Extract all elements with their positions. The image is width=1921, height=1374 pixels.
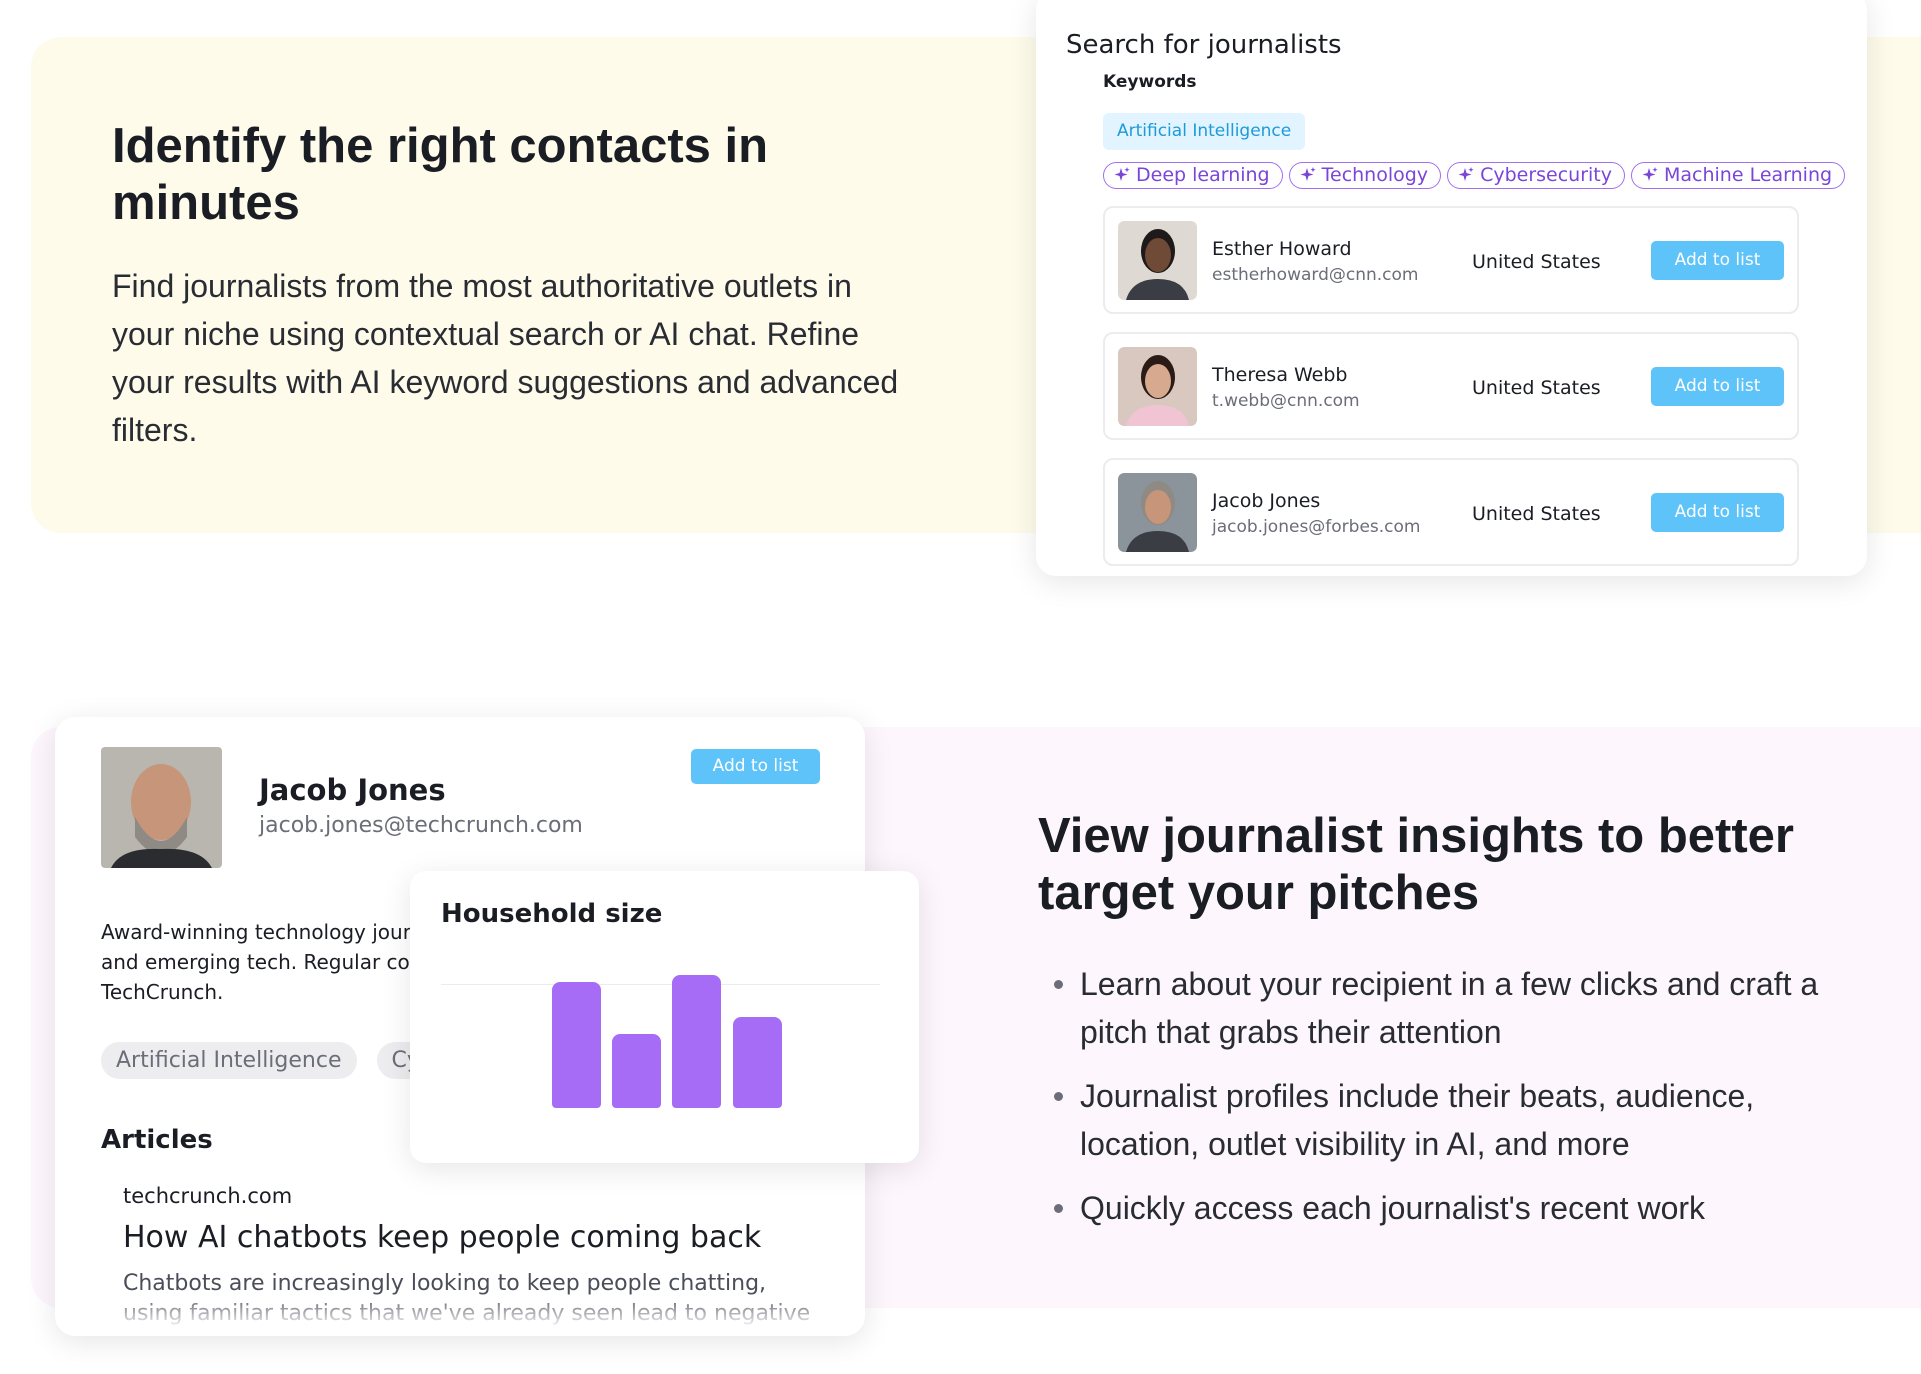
profile-photo (101, 747, 222, 868)
journalist-email: jacob.jones@forbes.com (1212, 517, 1421, 537)
divider (441, 984, 880, 985)
household-card: Household size (410, 871, 919, 1163)
feature-title: Identify the right contacts in minutes (112, 119, 769, 230)
card-title: Search for journalists (1066, 30, 1342, 60)
avatar (1118, 347, 1197, 426)
profile-name: Jacob Jones (259, 773, 446, 807)
feature-title: View journalist insights to better targe… (1038, 809, 1794, 920)
suggestion-chip[interactable]: Technology (1288, 162, 1442, 189)
journalist-country: United States (1472, 503, 1601, 525)
result-row: Theresa Webb t.webb@cnn.com United States A… (1103, 332, 1799, 440)
result-row: Jacob Jones jacob.jones@forbes.com United … (1103, 458, 1799, 566)
article-snippet: Chatbots are increasingly looking to kee… (123, 1271, 811, 1326)
profile-email: jacob.jones@techcrunch.com (259, 813, 583, 838)
bullet-item: Journalist profiles include their beats,… (1054, 1072, 1880, 1168)
keywords-label: Keywords (1103, 72, 1197, 92)
journalist-name: Esther Howard (1212, 238, 1352, 260)
suggestion-text: Technology (1321, 164, 1429, 186)
card-title: Household size (441, 899, 663, 929)
journalist-name: Jacob Jones (1212, 490, 1321, 512)
suggestion-chip[interactable]: Deep learning (1103, 162, 1283, 189)
add-to-list-button[interactable]: Add to list (1651, 493, 1784, 532)
journalist-country: United States (1472, 251, 1601, 273)
suggestion-text: Machine Learning (1664, 164, 1833, 186)
suggestion-text: Cybersecurity (1480, 164, 1612, 186)
tag: Artificial Intelligence (101, 1042, 357, 1079)
journalist-email: t.webb@cnn.com (1212, 391, 1360, 411)
bar (552, 982, 601, 1108)
avatar (1118, 473, 1197, 552)
bullet-item: Learn about your recipient in a few clic… (1054, 960, 1880, 1056)
bullet-list: Learn about your recipient in a few clic… (1038, 960, 1880, 1248)
suggestion-text: Deep learning (1136, 164, 1270, 186)
articles-label: Articles (101, 1125, 213, 1155)
journalist-email: estherhoward@cnn.com (1212, 265, 1419, 285)
suggestion-chip[interactable]: Cybersecurity (1447, 162, 1625, 189)
bar (733, 1017, 782, 1108)
article-source: techcrunch.com (123, 1184, 293, 1208)
search-card: Search for journalists Keywords Artifici… (1036, 0, 1867, 576)
article-title: How AI chatbots keep people coming back (123, 1220, 762, 1255)
result-row: Esther Howard estherhoward@cnn.com United … (1103, 206, 1799, 314)
keyword-chip[interactable]: Artificial Intelligence (1103, 113, 1306, 150)
bar (612, 1034, 661, 1108)
feature-body: Find journalists from the most authorita… (112, 268, 899, 448)
journalist-country: United States (1472, 377, 1601, 399)
add-to-list-button[interactable]: Add to list (1651, 367, 1784, 406)
add-to-list-button[interactable]: Add to list (691, 749, 820, 784)
bullet-item: Quickly access each journalist's recent … (1054, 1184, 1880, 1232)
bar (672, 975, 721, 1108)
add-to-list-button[interactable]: Add to list (1651, 241, 1784, 280)
suggestion-chip[interactable]: Machine Learning (1631, 162, 1846, 189)
avatar (1118, 221, 1197, 300)
journalist-name: Theresa Webb (1212, 364, 1348, 386)
suggestions: Deep learning Technology Cybersecurity Mach… (1103, 162, 1867, 192)
